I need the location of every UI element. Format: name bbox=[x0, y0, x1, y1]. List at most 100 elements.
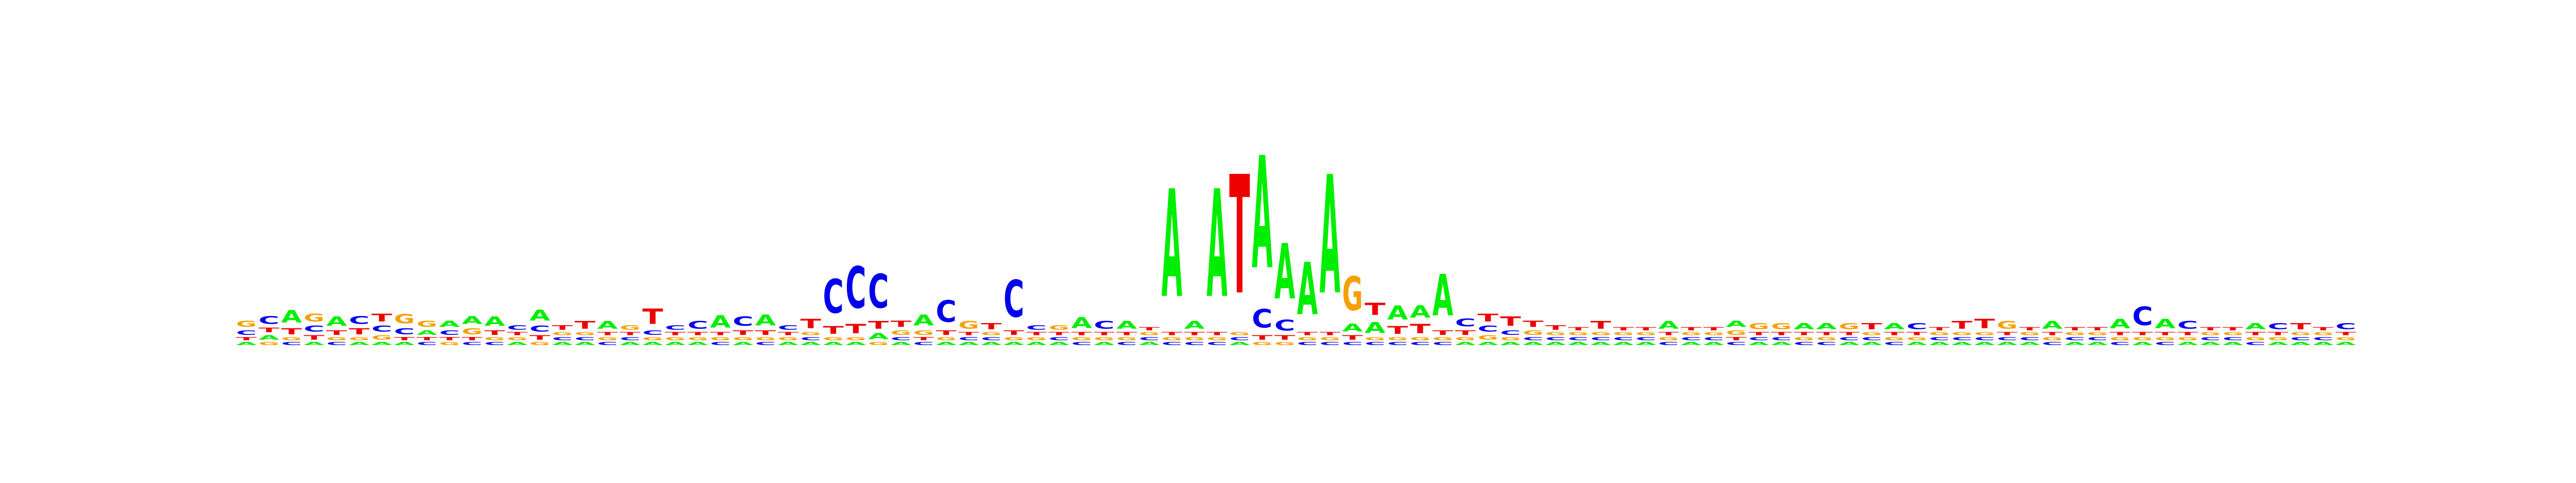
logo-letter-A: A bbox=[2065, 341, 2085, 346]
logo-letter-G: G bbox=[2200, 331, 2221, 336]
logo-letter-A: A bbox=[1997, 341, 2018, 346]
logo-letter-T: T bbox=[394, 336, 415, 341]
logo-letter-G: G bbox=[530, 341, 551, 346]
logo-letter-G: G bbox=[755, 336, 776, 341]
logo-letter-A: A bbox=[259, 334, 280, 341]
logo-letter-C: C bbox=[1139, 336, 1160, 341]
logo-letter-G: G bbox=[2313, 331, 2334, 336]
logo-letter-C: C bbox=[1116, 341, 1137, 346]
logo-letter-G: G bbox=[1342, 268, 1363, 322]
logo-letter-A: A bbox=[2132, 341, 2153, 346]
logo-letter-C: C bbox=[891, 336, 912, 341]
logo-letter-T: T bbox=[1681, 326, 1702, 331]
logo-letter-G: G bbox=[1591, 331, 1612, 336]
logo-letter-C: C bbox=[2155, 341, 2176, 346]
logo-letter-A: A bbox=[575, 341, 596, 346]
logo-letter-T: T bbox=[484, 329, 505, 336]
logo-letter-T: T bbox=[1703, 326, 1724, 331]
logo-letter-G: G bbox=[778, 336, 799, 341]
logo-letter-T: T bbox=[845, 322, 866, 336]
logo-letter-A: A bbox=[1432, 262, 1453, 329]
logo-letter-C: C bbox=[2110, 341, 2131, 346]
logo-letter-T: T bbox=[665, 331, 686, 336]
logo-letter-G: G bbox=[507, 336, 528, 341]
logo-letter-C: C bbox=[958, 336, 979, 341]
logo-letter-T: T bbox=[326, 329, 347, 336]
logo-letter-T: T bbox=[2200, 326, 2221, 331]
logo-letter-C: C bbox=[1297, 341, 1318, 346]
logo-letter-G: G bbox=[349, 336, 370, 341]
logo-letter-A: A bbox=[281, 306, 303, 326]
logo-letter-G: G bbox=[958, 319, 979, 331]
logo-letter-C: C bbox=[507, 324, 528, 332]
logo-letter-C: C bbox=[530, 324, 551, 334]
logo-letter-T: T bbox=[1861, 321, 1883, 332]
logo-letter-A: A bbox=[236, 341, 257, 346]
logo-letter-T: T bbox=[1049, 331, 1070, 336]
logo-letter-C: C bbox=[1884, 341, 1905, 346]
logo-letter-A: A bbox=[1545, 341, 1566, 346]
logo-letter-G: G bbox=[1387, 336, 1408, 341]
logo-letter-T: T bbox=[1477, 312, 1498, 324]
logo-letter-T: T bbox=[1342, 334, 1363, 341]
logo-letter-T: T bbox=[687, 331, 708, 336]
logo-letter-A: A bbox=[665, 341, 686, 346]
logo-letter-C: C bbox=[2042, 341, 2063, 346]
logo-letter-T: T bbox=[733, 329, 753, 336]
logo-letter-C: C bbox=[1071, 341, 1092, 346]
logo-letter-C: C bbox=[868, 265, 889, 319]
logo-letter-A: A bbox=[349, 341, 370, 346]
logo-letter-G: G bbox=[1252, 341, 1273, 346]
logo-letter-G: G bbox=[981, 331, 1002, 336]
logo-letter-C: C bbox=[1839, 336, 1860, 341]
logo-letter-T: T bbox=[1523, 319, 1544, 329]
logo-letter-A: A bbox=[2313, 341, 2334, 346]
logo-letter-T: T bbox=[2313, 326, 2334, 331]
logo-letter-G: G bbox=[1839, 321, 1860, 331]
logo-letter-C: C bbox=[2245, 341, 2266, 346]
logo-letter-C: C bbox=[1906, 321, 1927, 331]
logo-letter-A: A bbox=[620, 341, 641, 346]
logo-letter-T: T bbox=[1071, 331, 1092, 336]
logo-letter-C: C bbox=[981, 336, 1002, 341]
logo-letter-T: T bbox=[507, 331, 528, 336]
logo-letter-A: A bbox=[1636, 341, 1657, 346]
logo-letter-G: G bbox=[1229, 331, 1250, 336]
logo-letter-T: T bbox=[236, 336, 257, 341]
logo-letter-C: C bbox=[642, 329, 663, 336]
logo-letter-C: C bbox=[1410, 341, 1431, 346]
logo-letter-T: T bbox=[1026, 331, 1047, 336]
logo-letter-C: C bbox=[1365, 341, 1386, 346]
logo-letter-C: C bbox=[1184, 341, 1205, 346]
logo-letter-C: C bbox=[1703, 336, 1724, 341]
logo-letter-C: C bbox=[1275, 317, 1296, 334]
logo-letter-A: A bbox=[326, 314, 348, 329]
logo-letter-T: T bbox=[2132, 331, 2153, 336]
logo-letter-C: C bbox=[1794, 341, 1814, 346]
logo-letter-A: A bbox=[913, 312, 935, 329]
logo-letter-T: T bbox=[1816, 331, 1837, 336]
